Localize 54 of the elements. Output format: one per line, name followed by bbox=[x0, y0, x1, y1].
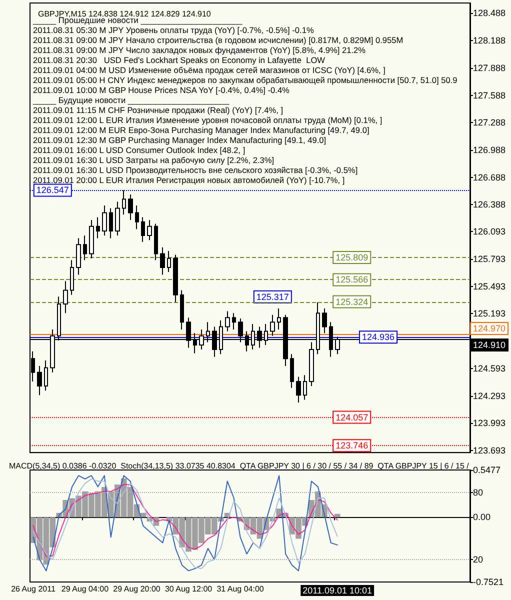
y-tick-label: 124.593 bbox=[473, 363, 506, 374]
annotation: 2011.09.01 11:15 M CHF Розничные продажи (Real) (YoY) [7.4%, ] bbox=[33, 105, 283, 115]
y-tick-label: 126.688 bbox=[473, 172, 506, 182]
x-tick-label: 30 Aug 12:00 bbox=[164, 584, 213, 594]
annotation: 2011.09.01 10:00 M GBP House Prices NSA YoY [-0.4%, 0.4%] -0.4% bbox=[33, 85, 290, 95]
ref-line-label: 123.746 bbox=[336, 440, 368, 451]
annotation: 2011.09.01 16:30 L USD Затраты на рабочую силу [2.2%, 2.3%] bbox=[33, 155, 274, 165]
annotation: 2011.09.01 12:00 M EUR Евро-Зона Purchasing Manager Index Manufacturing [49.7, 49.0] bbox=[33, 125, 370, 135]
x-tick-label: 31 Aug 04:00 bbox=[216, 584, 264, 594]
annotation: 2011.08.31 05:30 M JPY Уровень оплаты труда (YoY) [-0.7%, -0.5%] -0.1% bbox=[33, 25, 314, 35]
x-tick-label: 29 Aug 20:00 bbox=[113, 584, 161, 594]
annotation: 2011.08.31 09:00 M JPY Начало строительства (в годовом исчислении) [0.817M, 0.829M] 0.955M bbox=[33, 35, 404, 45]
text: GBPJPY,M15 124.838 124.912 124.829 124.910 bbox=[38, 10, 212, 18]
y-tick-label: 125.793 bbox=[473, 254, 506, 264]
y-tick-label: -0.7521 bbox=[473, 577, 504, 587]
ref-line-label: 124.057 bbox=[336, 412, 368, 422]
y-tick-label: 0.00 bbox=[473, 512, 491, 522]
x-tick-label: 29 Aug 04:00 bbox=[61, 584, 110, 594]
y-tick-label: 123.993 bbox=[473, 418, 506, 428]
y-tick-label: 128.488 bbox=[473, 8, 506, 18]
y-tick-label: 127.888 bbox=[473, 62, 506, 73]
y-tick-label: 125.493 bbox=[473, 281, 506, 292]
y-tick-label: 125.193 bbox=[473, 308, 506, 319]
ref-line-label: 125.809 bbox=[336, 252, 368, 263]
ref-line-label: 124.970 bbox=[473, 324, 506, 334]
x-tick-label: 26 Aug 2011 bbox=[11, 584, 56, 594]
annotation: 2011.08.31 09:00 M JPY Число закладок новых фундаментов (YoY) [5.8%, 4.9%] 21.2% bbox=[33, 45, 366, 55]
annotation: 2011.09.01 12:30 M GBP Purchasing Manager Index Manufacturing [49.1, 49.0] bbox=[33, 135, 326, 145]
y-tick-label: 126.388 bbox=[473, 200, 506, 210]
annotation: 2011.09.01 20:00 L EUR Италия Регистрация новых автомобилей (YoY) [-10.7%, ] bbox=[33, 175, 345, 185]
y-tick-label: 124.293 bbox=[473, 390, 506, 401]
y-tick-label: 127.588 bbox=[473, 90, 506, 100]
annotation: 2011.09.01 16:30 L USD Производительность вне сельского хозяйства [-0.3%, -0.5%] bbox=[33, 165, 358, 175]
y2-tick-label: 20 bbox=[473, 554, 484, 565]
annotation: 2011.09.01 05:00 H CNY Индекс менеджеров по закупкам обрабатывающей промышленности [50.7, 51.0] 50.9 bbox=[33, 75, 458, 85]
annotation: _____ Будущие новости ______________________ bbox=[32, 95, 230, 105]
y-tick-label: 123.693 bbox=[473, 446, 506, 456]
x-tick-label: 2011.09.01 10:01 bbox=[302, 586, 372, 596]
y-tick-label: 128.188 bbox=[473, 36, 506, 46]
ref-line-label: 125.324 bbox=[336, 296, 368, 307]
y-tick-label: 0.5477 bbox=[473, 465, 501, 475]
annotation: 2011.09.01 12:00 L EUR Италия Изменение уровня почасовой оплаты труда (MoM) [0.1%, ] bbox=[33, 115, 382, 125]
ref-line-label: 124.936 bbox=[362, 332, 395, 342]
y2-tick-label: 80 bbox=[473, 487, 484, 498]
annotation: 2011.09.01 16:00 L USD Consumer Outlook Index [48.2, ] bbox=[33, 145, 246, 155]
ref-line-label: 126.547 bbox=[36, 185, 69, 196]
y-tick-label: 126.988 bbox=[473, 145, 506, 156]
ref-line-label: 124.910 bbox=[473, 340, 506, 350]
y-tick-label: 127.288 bbox=[473, 118, 506, 128]
annotation: 125.317 bbox=[256, 292, 289, 302]
annotation: 2011.08.31 20:30 USD Fed's Lockhart Speaks on Economy in Lafayette LOW bbox=[33, 55, 326, 65]
ref-line-label: 125.566 bbox=[336, 274, 368, 285]
annotation: 2011.09.01 04:00 M USD Изменение объёма продаж сетей магазинов от ICSC (YoY) [4.6%, ] bbox=[33, 65, 386, 75]
y-tick-label: 126.093 bbox=[473, 226, 506, 237]
